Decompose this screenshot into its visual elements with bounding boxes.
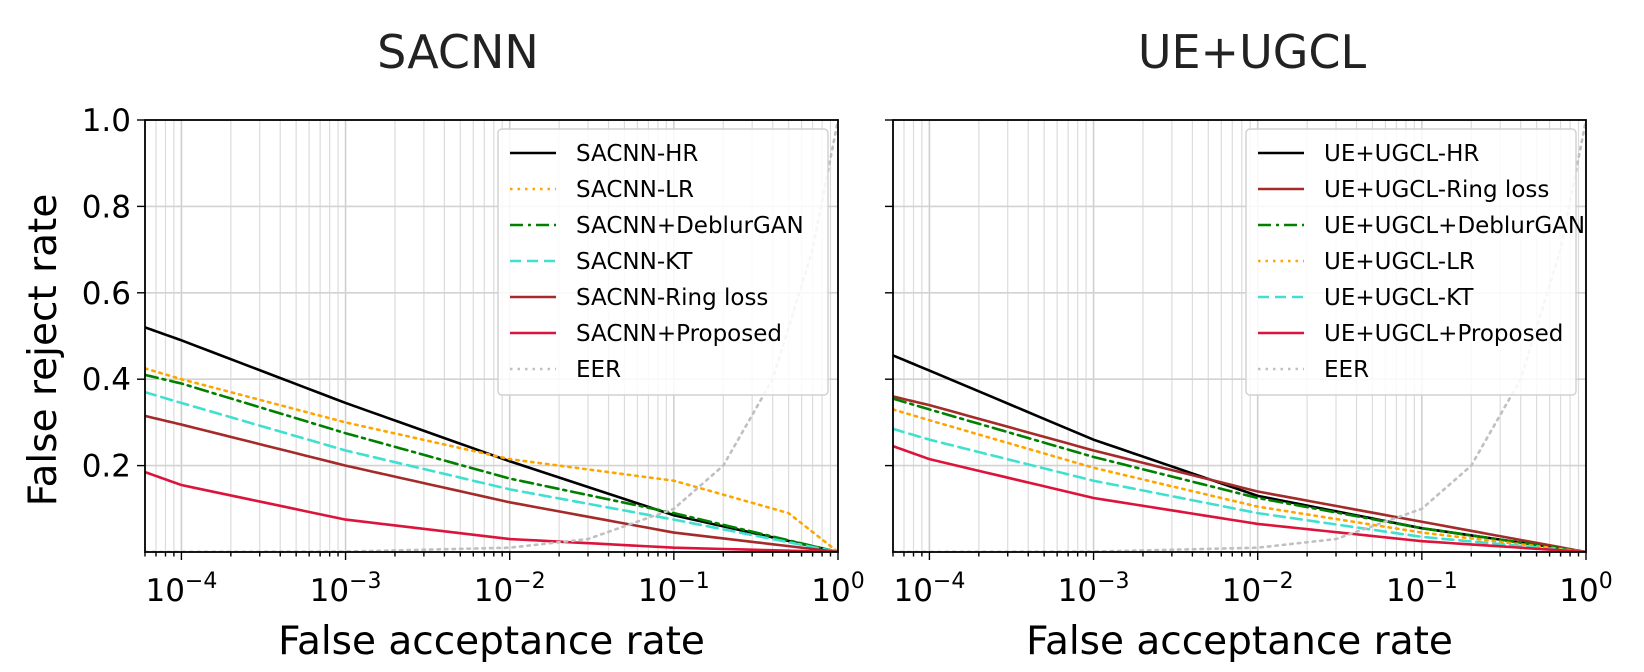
legend-label: EER	[1324, 357, 1369, 383]
legend-label: EER	[576, 357, 621, 383]
series-line-ue-ugcl-kt	[893, 427, 1586, 552]
y-tick-label: 1.0	[82, 103, 131, 139]
legend-label: SACNN-KT	[576, 249, 693, 275]
y-axis-label: False reject rate	[21, 194, 66, 507]
legend-label: SACNN-Ring loss	[576, 285, 768, 311]
legend-frame	[1245, 128, 1577, 396]
series-line-sacnn-kt	[145, 390, 838, 552]
x-tick-label: 10−3	[310, 569, 382, 609]
chart-title: SACNN	[377, 25, 539, 79]
x-axis-label: False acceptance rate	[278, 619, 705, 664]
legend-label: UE+UGCL-Ring loss	[1324, 177, 1549, 203]
legend-label: SACNN+Proposed	[576, 321, 782, 347]
series-line-ue-ugcl-deblurgan	[893, 397, 1586, 552]
series-line-ue-ugcl-proposed	[893, 444, 1586, 552]
legend-label: UE+UGCL-HR	[1324, 141, 1479, 167]
y-axis: 0.2 0.4 0.6 0.8 1.0	[82, 103, 145, 485]
x-tick-label: 10−4	[893, 569, 965, 609]
x-tick-label: 10−2	[474, 569, 546, 609]
axes-frame	[144, 119, 839, 553]
legend: SACNN-HR SACNN-LR SACNN+DeblurGAN SACNN-KT S…	[497, 128, 829, 396]
x-tick-label: 10−4	[145, 569, 217, 609]
x-axis: 10−4 10−3 10−2 10−1 100	[892, 552, 1613, 609]
x-tick-label: 100	[1559, 569, 1612, 609]
legend-label: UE+UGCL+DeblurGAN	[1324, 213, 1585, 239]
chart-panel-2: UE+UGCL 10−4 10−3 10−2 10−1 100 False acceptan…	[885, 25, 1613, 664]
x-tick-label: 10−3	[1058, 569, 1130, 609]
x-tick-label: 10−2	[1222, 569, 1294, 609]
series-line-ue-ugcl-lr	[893, 408, 1586, 552]
x-tick-label: 10−1	[1386, 569, 1458, 609]
legend-frame	[497, 128, 829, 396]
legend-label: UE+UGCL+Proposed	[1324, 321, 1563, 347]
x-axis: 10−4 10−3 10−2 10−1 100	[144, 552, 865, 609]
series-line-sacnn-hr	[145, 326, 838, 552]
legend: UE+UGCL-HR UE+UGCL-Ring loss UE+UGCL+Deblu…	[1245, 128, 1585, 396]
series-line-sacnn-deblurgan	[145, 373, 838, 552]
y-tick-label: 0.4	[82, 362, 131, 398]
series-line-sacnn-ring-loss	[145, 414, 838, 552]
y-axis	[885, 119, 893, 467]
y-tick-label: 0.8	[82, 189, 131, 225]
chart-panel-1: SACNN 10−4 10−3 10−2 10−1 100 0.2 0.4 0.6 0.8 1.0 F…	[21, 25, 865, 664]
legend-label: UE+UGCL-LR	[1324, 249, 1475, 275]
legend-label: SACNN-LR	[576, 177, 694, 203]
series-line-ue-ugcl-ring-loss	[893, 395, 1586, 552]
y-tick-label: 0.6	[82, 276, 131, 312]
series-lines	[893, 120, 1586, 552]
series-line-sacnn-lr	[145, 367, 838, 552]
legend-label: SACNN-HR	[576, 141, 698, 167]
x-axis-label: False acceptance rate	[1026, 619, 1453, 664]
x-tick-label: 10−1	[638, 569, 710, 609]
legend-label: SACNN+DeblurGAN	[576, 213, 804, 239]
x-tick-label: 100	[811, 569, 864, 609]
axes-frame	[892, 119, 1587, 553]
y-tick-label: 0.2	[82, 449, 131, 485]
series-line-sacnn-proposed	[145, 470, 838, 552]
chart-title: UE+UGCL	[1138, 25, 1367, 79]
legend-label: UE+UGCL-KT	[1324, 285, 1474, 311]
